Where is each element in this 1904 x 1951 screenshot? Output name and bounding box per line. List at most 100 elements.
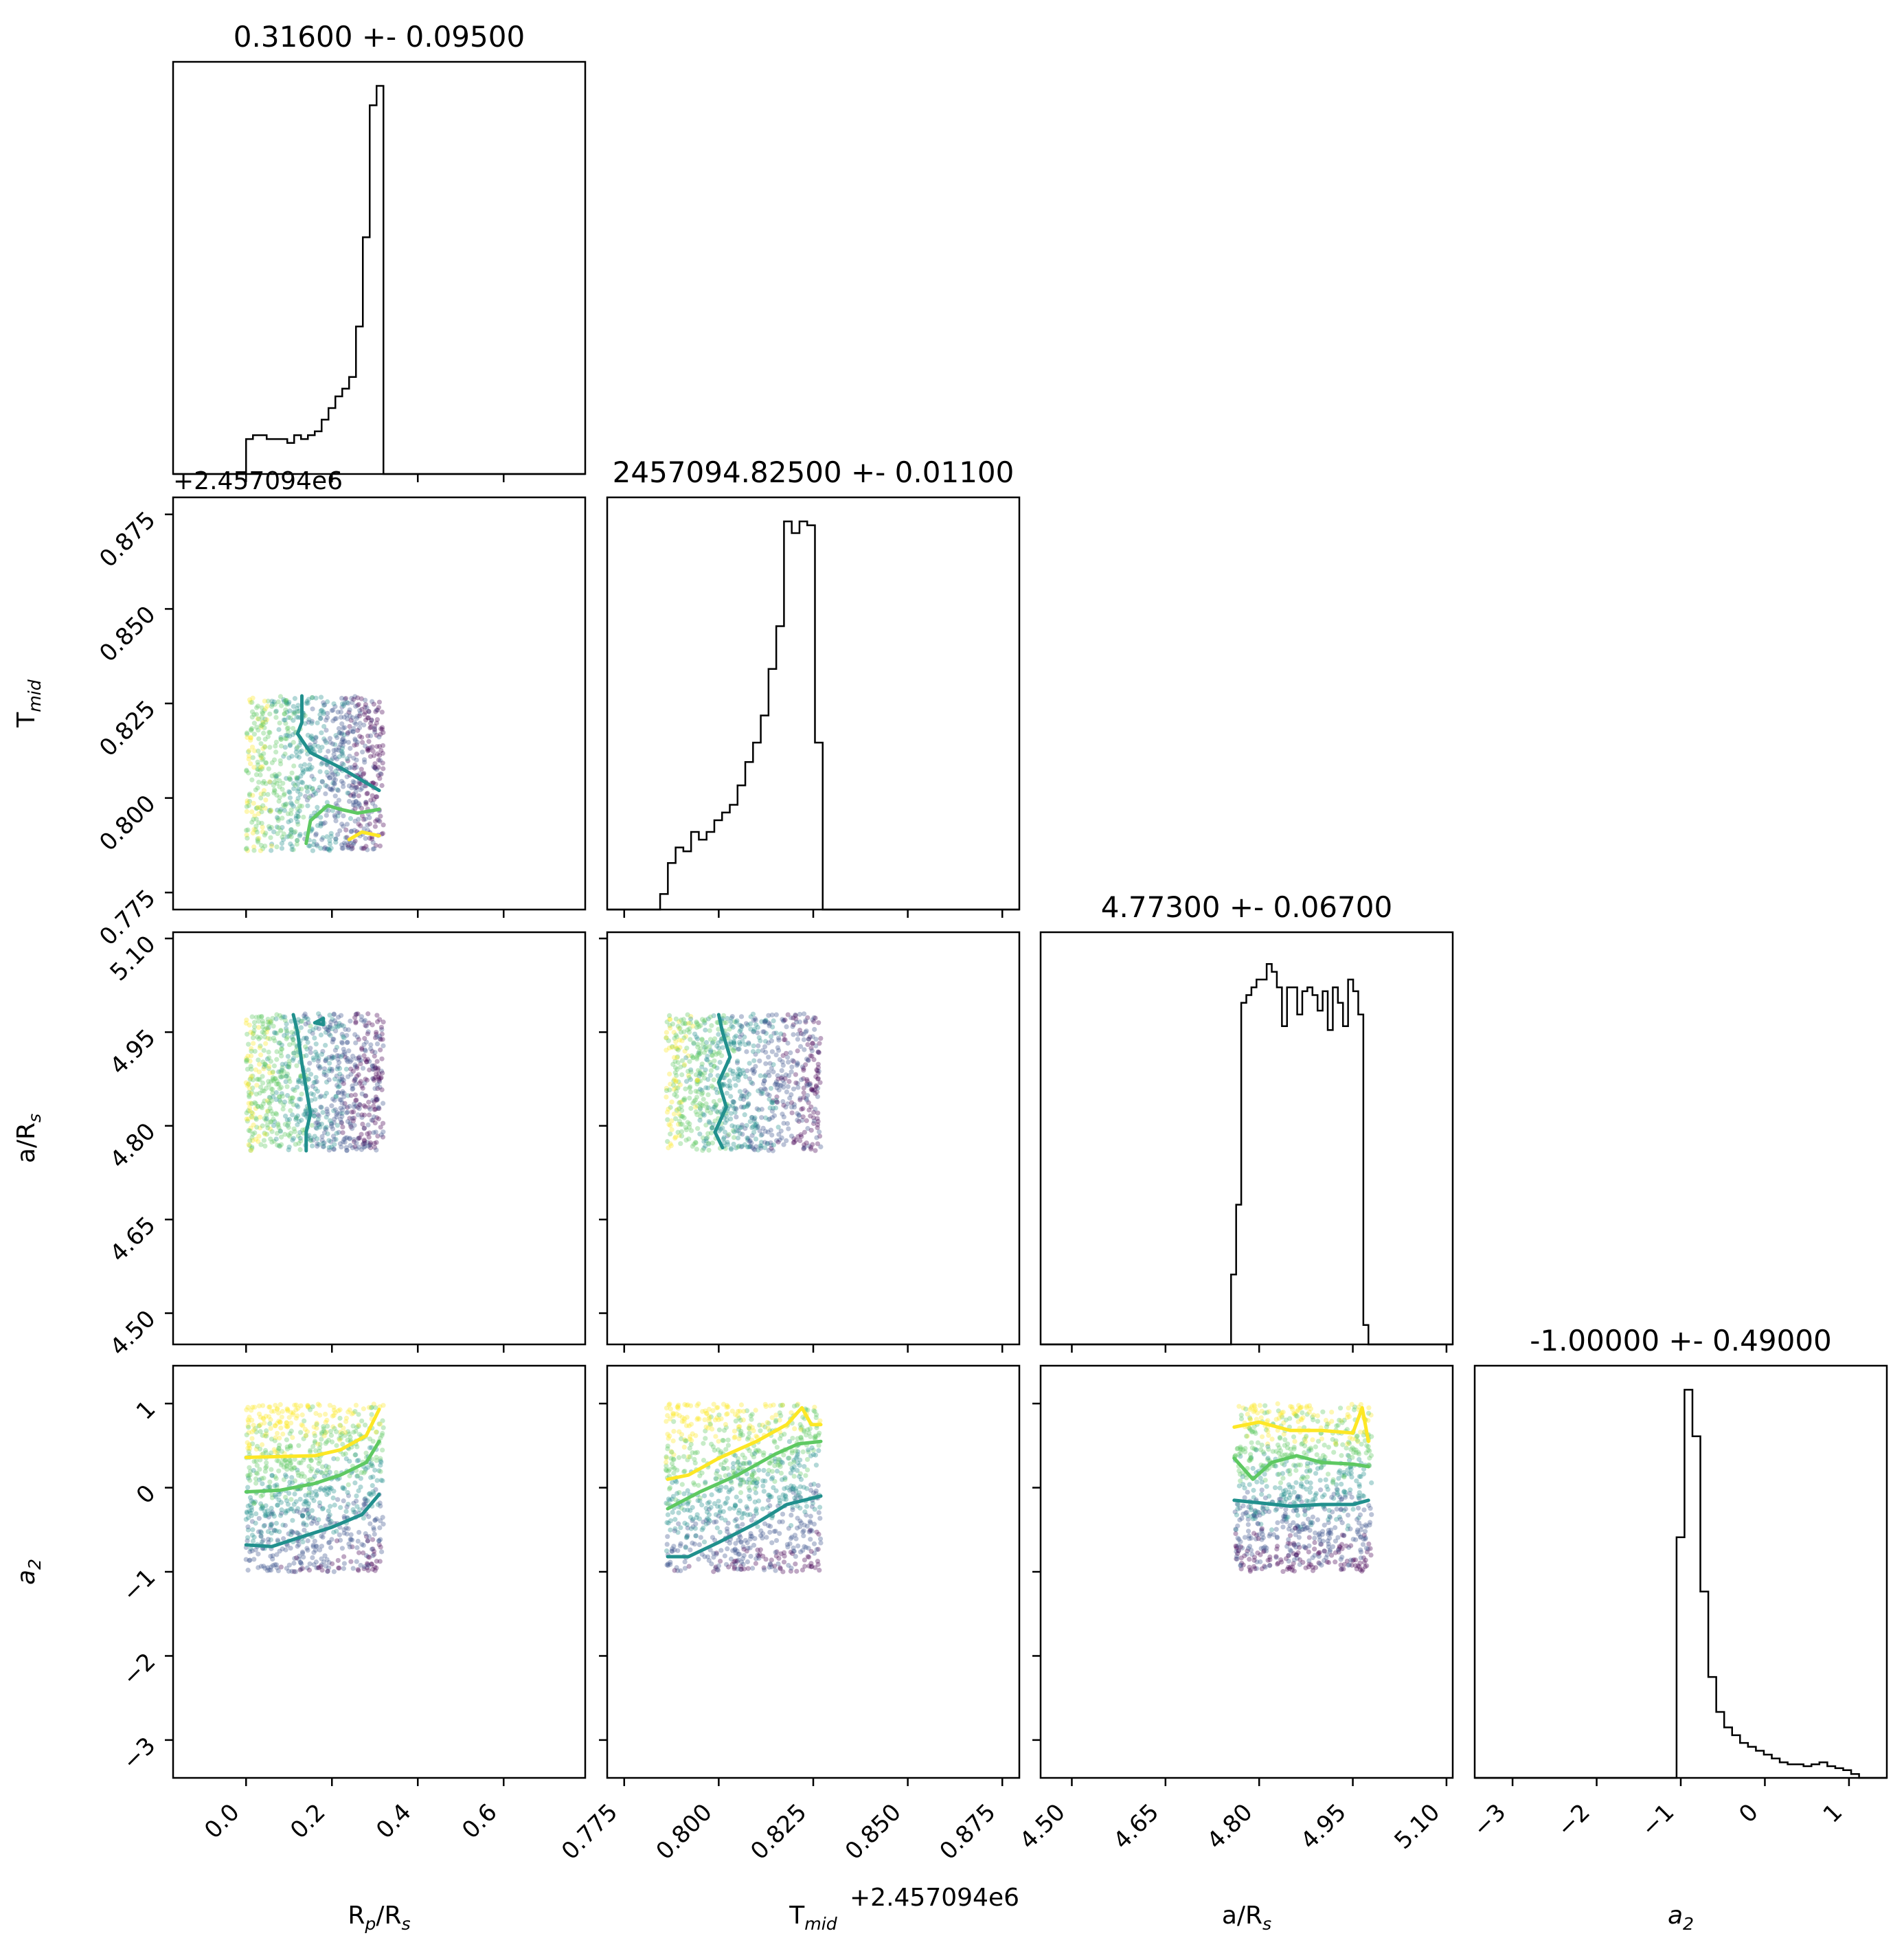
sample-point <box>356 780 362 787</box>
sample-point <box>289 844 295 849</box>
sample-point <box>701 1019 707 1024</box>
sample-point <box>275 699 281 705</box>
sample-point <box>766 1523 771 1529</box>
sample-point <box>377 1017 383 1022</box>
sample-point <box>351 756 356 761</box>
sample-point <box>370 1463 375 1469</box>
sample-point <box>674 1089 679 1094</box>
sample-point <box>374 1559 379 1564</box>
sample-point <box>295 837 300 844</box>
sample-point <box>247 1128 253 1134</box>
sample-point <box>294 1063 299 1068</box>
sample-point <box>681 1096 688 1101</box>
sample-point <box>367 1130 372 1136</box>
sample-point <box>672 1076 677 1082</box>
sample-point <box>324 1106 330 1112</box>
sample-point <box>733 1558 738 1564</box>
sample-point <box>692 1097 699 1103</box>
sample-point <box>750 1124 756 1129</box>
sample-point <box>332 1107 338 1112</box>
sample-point <box>370 1482 375 1489</box>
sample-point <box>378 1469 383 1474</box>
sample-point <box>313 1120 319 1126</box>
panel-frame <box>606 1364 1021 1779</box>
sample-point <box>714 1065 720 1071</box>
sample-point <box>297 833 302 839</box>
sample-point <box>328 1485 334 1491</box>
sample-point <box>721 1081 727 1087</box>
sample-point <box>785 1012 791 1017</box>
sample-point <box>809 1048 815 1054</box>
sample-point <box>341 840 348 846</box>
sample-point <box>815 1085 821 1091</box>
sample-point <box>353 1103 359 1109</box>
sample-point <box>260 1537 266 1543</box>
sample-point <box>760 1483 766 1489</box>
sample-point <box>284 700 289 706</box>
sample-point <box>688 1441 694 1447</box>
sample-point <box>747 1480 753 1486</box>
sample-point <box>329 1054 335 1059</box>
sample-point <box>309 765 315 770</box>
sample-point <box>776 1495 782 1500</box>
sample-point <box>696 1024 702 1030</box>
sample-point <box>802 1142 807 1147</box>
sample-point <box>330 808 336 813</box>
sample-point <box>251 748 258 754</box>
sample-point <box>812 1404 817 1410</box>
sample-point <box>324 717 329 723</box>
sample-point <box>253 1101 259 1107</box>
sample-point <box>734 1071 740 1076</box>
sample-point <box>740 1131 745 1137</box>
sample-point <box>287 1096 293 1101</box>
sample-point <box>778 1083 784 1089</box>
sample-point <box>358 1079 363 1084</box>
sample-point <box>357 1135 363 1141</box>
sample-point <box>675 1548 681 1553</box>
sample-point <box>294 776 299 781</box>
sample-point <box>813 1452 819 1458</box>
sample-point <box>268 1119 274 1125</box>
sample-point <box>310 785 315 791</box>
sample-point <box>699 1102 705 1107</box>
sample-point <box>337 754 342 760</box>
sample-point <box>736 1436 742 1442</box>
sample-point <box>359 1047 365 1052</box>
sample-point <box>324 762 330 768</box>
sample-point <box>692 1104 699 1110</box>
sample-point <box>808 1046 814 1051</box>
sample-point <box>359 1083 365 1089</box>
sample-point <box>379 1056 385 1061</box>
sample-point <box>745 1103 751 1108</box>
sample-point <box>251 848 257 853</box>
sample-point <box>694 1020 700 1026</box>
sample-point <box>315 787 321 793</box>
sample-point <box>291 830 297 835</box>
sample-point <box>364 1059 370 1065</box>
sample-point <box>340 846 346 851</box>
sample-point <box>255 785 260 791</box>
sample-point <box>356 1568 361 1573</box>
sample-point <box>345 758 351 764</box>
sample-point <box>701 1112 707 1118</box>
sample-point <box>344 774 350 780</box>
sample-point <box>280 780 286 786</box>
sample-point <box>361 1137 367 1143</box>
sample-point <box>707 1072 714 1078</box>
sample-point <box>268 1119 273 1125</box>
sample-point <box>782 1037 788 1042</box>
sample-point <box>745 1540 750 1546</box>
sample-point <box>372 765 378 771</box>
sample-point <box>348 1120 353 1126</box>
sample-point <box>278 1134 284 1140</box>
sample-point <box>712 1036 718 1041</box>
sample-point <box>306 767 311 772</box>
sample-point <box>374 1478 380 1483</box>
sample-point <box>373 1107 378 1112</box>
sample-point <box>267 1479 273 1485</box>
sample-point <box>339 1090 345 1096</box>
sample-point <box>813 1565 818 1570</box>
sample-point <box>370 744 375 749</box>
sample-point <box>302 721 308 726</box>
sample-point <box>338 1105 343 1111</box>
